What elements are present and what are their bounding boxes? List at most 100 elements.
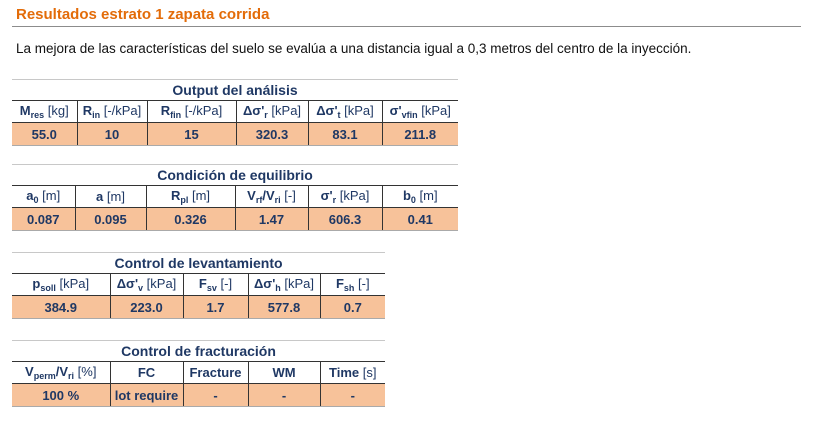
value-cell: 0.7 xyxy=(319,295,386,319)
value-cell: 223.0 xyxy=(109,295,184,319)
header-subscript: fin xyxy=(170,110,182,120)
value-cell: - xyxy=(182,383,249,407)
header-unit: [-] xyxy=(216,276,233,291)
header-subscript: perm xyxy=(33,371,56,381)
header-symbol: V xyxy=(247,188,256,203)
header-symbol: Fracture xyxy=(189,365,242,380)
header-unit: [%] xyxy=(74,364,97,379)
column-header: psoll [kPa] xyxy=(12,273,111,296)
column-header: Fracture xyxy=(182,361,249,384)
header-subscript: r xyxy=(332,195,337,205)
header-subscript: soll xyxy=(40,283,56,293)
column-header: Δσ'h [kPa] xyxy=(247,273,321,296)
output-analysis-table: Output del análisis Mres [kg] Rin [-/kPa] R… xyxy=(12,79,458,146)
column-header: a0 [m] xyxy=(12,185,76,208)
value-cell: 0.095 xyxy=(74,207,147,231)
column-header: σ'r [kPa] xyxy=(307,185,383,208)
value-cell: - xyxy=(247,383,321,407)
header-subscript: r xyxy=(264,110,268,120)
value-cell: - xyxy=(319,383,386,407)
header-unit: [-] xyxy=(354,276,370,291)
header-unit: [kPa] xyxy=(55,276,90,291)
header-symbol: Time xyxy=(329,365,360,380)
value-cell: 100 % xyxy=(12,383,111,407)
column-header: Δσ'v [kPa] xyxy=(109,273,184,296)
header-symbol: /V xyxy=(262,188,275,203)
header-subscript: ri xyxy=(274,195,281,205)
header-subscript: 0 xyxy=(33,195,39,205)
header-subscript: in xyxy=(92,110,101,120)
value-cell: 0.326 xyxy=(145,207,236,231)
header-unit: [m] xyxy=(103,189,125,204)
column-header: FC xyxy=(109,361,184,384)
header-symbol: a xyxy=(96,189,104,204)
value-cell: lot require xyxy=(109,383,184,407)
uplift-control-table: Control de levantamiento psoll [kPa] Δσ'v … xyxy=(12,252,386,319)
column-header: Rin [-/kPa] xyxy=(76,100,148,123)
header-symbol: FC xyxy=(137,365,156,380)
header-unit: [kg] xyxy=(44,103,69,118)
header-unit: [kPa] xyxy=(340,103,374,118)
table-caption: Control de levantamiento xyxy=(12,252,386,274)
header-unit: [kPa] xyxy=(280,276,315,291)
header-subscript: vfin xyxy=(401,110,418,120)
header-unit: [kPa] xyxy=(267,103,302,118)
column-header: σ'vfin [kPa] xyxy=(381,100,458,123)
header-unit: [m] xyxy=(415,188,438,203)
header-unit: [kPa] xyxy=(143,276,177,291)
header-unit: [-] xyxy=(280,188,296,203)
column-header: a [m] xyxy=(74,185,147,208)
header-symbol: p xyxy=(32,276,41,291)
column-header: b0 [m] xyxy=(381,185,459,208)
header-symbol: R xyxy=(170,188,181,203)
header-symbol: M xyxy=(19,103,31,118)
header-subscript: pl xyxy=(180,195,189,205)
value-cell: 320.3 xyxy=(235,122,309,146)
column-header: Rfin [-/kPa] xyxy=(146,100,237,123)
value-cell: 0.41 xyxy=(381,207,459,231)
column-header: Δσ't [kPa] xyxy=(307,100,383,123)
value-cell: 577.8 xyxy=(247,295,321,319)
value-cell: 15 xyxy=(146,122,237,146)
column-header: Vrf/Vri [-] xyxy=(234,185,309,208)
fracturing-control-table: Control de fracturación Vperm/Vri [%] FC Fr… xyxy=(12,340,386,407)
header-unit: [m] xyxy=(38,188,61,203)
header-subscript: res xyxy=(30,110,45,120)
value-cell: 384.9 xyxy=(12,295,111,319)
section-title: Resultados estrato 1 zapata corrida xyxy=(16,6,270,23)
header-unit: [s] xyxy=(359,365,377,380)
column-header: Fsv [-] xyxy=(182,273,249,296)
header-symbol: a xyxy=(26,188,34,203)
header-symbol: F xyxy=(198,276,207,291)
header-subscript: rf xyxy=(255,195,263,205)
column-header: Rpl [m] xyxy=(145,185,236,208)
column-header: Time [s] xyxy=(319,361,386,384)
header-unit: [kPa] xyxy=(417,103,451,118)
header-symbol: Δσ' xyxy=(316,103,338,118)
header-subscript: h xyxy=(275,283,281,293)
equilibrium-table: Condición de equilibrio a0 [m] a [m] Rpl [m… xyxy=(12,164,459,231)
header-symbol: F xyxy=(335,276,344,291)
header-unit: [m] xyxy=(188,188,211,203)
value-cell: 55.0 xyxy=(12,122,78,146)
value-cell: 1.47 xyxy=(234,207,309,231)
header-symbol: Δσ' xyxy=(242,103,265,118)
header-symbol: R xyxy=(160,103,171,118)
header-symbol: b xyxy=(402,188,411,203)
header-subscript: ri xyxy=(68,371,75,381)
column-header: Fsh [-] xyxy=(319,273,386,296)
header-subscript: sv xyxy=(206,283,217,293)
header-symbol: WM xyxy=(272,365,296,380)
column-header: Mres [kg] xyxy=(12,100,78,123)
table-caption: Control de fracturación xyxy=(12,340,386,362)
header-unit: [-/kPa] xyxy=(100,103,142,118)
table-caption: Output del análisis xyxy=(12,79,458,101)
header-subscript: sh xyxy=(343,283,355,293)
header-symbol: V xyxy=(25,364,34,379)
header-subscript: v xyxy=(138,283,144,293)
title-divider xyxy=(12,26,801,27)
column-header: WM xyxy=(247,361,321,384)
column-header: Vperm/Vri [%] xyxy=(12,361,111,384)
header-unit: [-/kPa] xyxy=(181,103,223,118)
header-symbol: Δσ' xyxy=(253,276,276,291)
